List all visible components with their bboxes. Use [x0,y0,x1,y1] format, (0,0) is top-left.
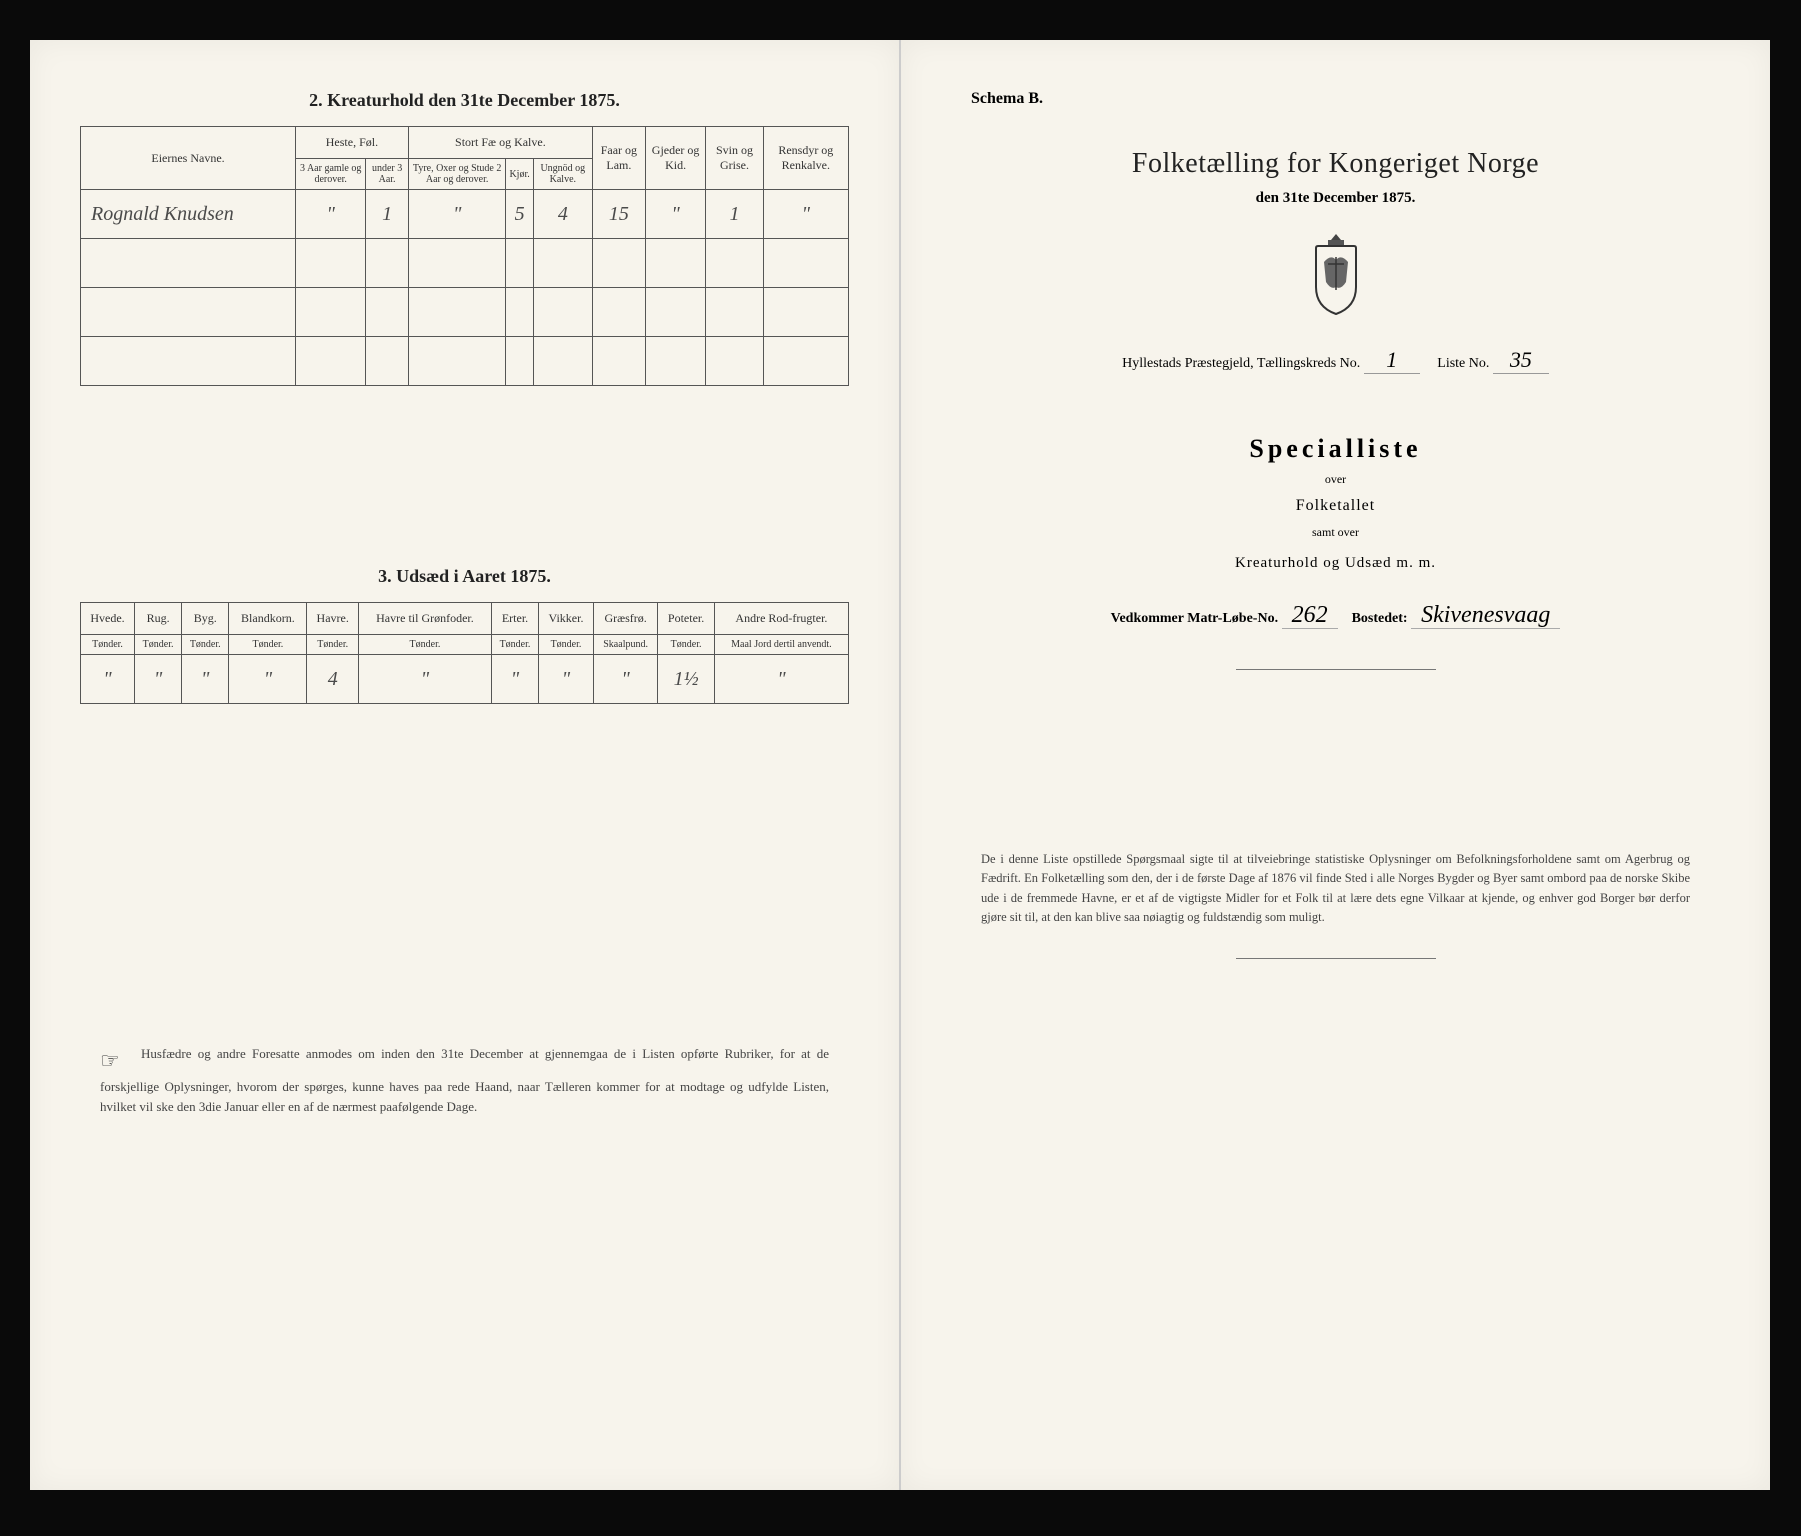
th-unit-grass: Skaalpund. [593,635,657,655]
left-footnote: ☞ Husfædre og andre Foresatte anmodes om… [80,1044,849,1116]
th-pig: Svin og Grise. [706,127,763,190]
liste-label: Liste No. [1437,356,1489,371]
livestock-table: Eiernes Navne. Heste, Føl. Stort Fæ og K… [80,126,849,386]
cell-grass: " [593,655,657,704]
bostedet-label: Bostedet: [1352,611,1408,626]
th-unit: Tønder. [135,635,182,655]
th-owner: Eiernes Navne. [81,127,296,190]
cell-wheat: " [81,655,135,704]
cell-barley: " [182,655,229,704]
coat-of-arms-icon [951,232,1720,322]
divider [1236,958,1436,959]
th-cattle-c: Ungnöd og Kalve. [533,159,592,190]
seed-table: Hvede. Rug. Byg. Blandkorn. Havre. Havre… [80,602,849,704]
section2-title: 2. Kreaturhold den 31te December 1875. [80,90,849,111]
cell-oats-fodder: " [358,655,491,704]
th-unit: Tønder. [229,635,307,655]
th-unit: Tønder. [658,635,715,655]
parish-mid: Præstegjeld, Tællingskreds No. [1185,356,1361,371]
cell-horse-b: 1 [366,190,409,239]
table-row [81,288,849,337]
cell-vetch: " [539,655,594,704]
th-reindeer: Rensdyr og Renkalve. [763,127,848,190]
right-page: Schema B. Folketælling for Kongeriget No… [900,40,1770,1490]
cell-pig: 1 [706,190,763,239]
th-potato: Poteter. [658,603,715,635]
th-rye: Rug. [135,603,182,635]
th-unit-other: Maal Jord dertil anvendt. [714,635,848,655]
th-oats: Havre. [307,603,359,635]
th-vetch: Vikker. [539,603,594,635]
th-unit: Tønder. [182,635,229,655]
th-unit: Tønder. [307,635,359,655]
vedkommer-line: Vedkommer Matr-Løbe-No. 262 Bostedet: Sk… [951,602,1720,629]
parish-line: Hyllestads Præstegjeld, Tællingskreds No… [951,347,1720,374]
cell-owner: Rognald Knudsen [81,190,296,239]
kreds-no: 1 [1364,347,1420,374]
footnote-text: Husfædre og andre Foresatte anmodes om i… [100,1046,829,1114]
over-label: over [951,472,1720,487]
section3-title: 3. Udsæd i Aaret 1875. [80,566,849,587]
th-mixed: Blandkorn. [229,603,307,635]
th-grass: Græsfrø. [593,603,657,635]
th-other: Andre Rod-frugter. [714,603,848,635]
samt-label: samt over [951,525,1720,540]
matr-no: 262 [1282,602,1338,629]
cell-mixed: " [229,655,307,704]
th-unit: Tønder. [491,635,538,655]
cell-cattle-a: " [408,190,506,239]
cell-oats: 4 [307,655,359,704]
kreatur-label: Kreaturhold og Udsæd m. m. [951,555,1720,572]
cell-potato: 1½ [658,655,715,704]
table-row: " " " " 4 " " " " 1½ " [81,655,849,704]
specialliste-title: Specialliste [951,434,1720,464]
th-peas: Erter. [491,603,538,635]
th-unit: Tønder. [81,635,135,655]
folketallet-label: Folketallet [951,497,1720,515]
cell-rye: " [135,655,182,704]
cell-cattle-b: 5 [506,190,533,239]
cell-cattle-c: 4 [533,190,592,239]
parish-prefix: Hyllestads [1122,356,1181,371]
th-horse-a: 3 Aar gamle og derover. [296,159,366,190]
cell-goat: " [645,190,705,239]
th-sheep: Faar og Lam. [592,127,645,190]
th-cattle-a: Tyre, Oxer og Stude 2 Aar og derover. [408,159,506,190]
main-title: Folketælling for Kongeriget Norge [951,148,1720,180]
cell-horse-a: " [296,190,366,239]
cell-sheep: 15 [592,190,645,239]
liste-no: 35 [1493,347,1549,374]
cell-reindeer: " [763,190,848,239]
bostedet-value: Skivenesvaag [1411,602,1560,629]
th-horse-b: under 3 Aar. [366,159,409,190]
th-wheat: Hvede. [81,603,135,635]
cell-peas: " [491,655,538,704]
th-unit: Tønder. [358,635,491,655]
th-oats-fodder: Havre til Grønfoder. [358,603,491,635]
table-row: Rognald Knudsen " 1 " 5 4 15 " 1 " [81,190,849,239]
pointing-hand-icon: ☞ [100,1044,120,1077]
left-page: 2. Kreaturhold den 31te December 1875. E… [30,40,900,1490]
right-footnote: De i denne Liste opstillede Spørgsmaal s… [951,850,1720,928]
table-row [81,239,849,288]
th-goat: Gjeder og Kid. [645,127,705,190]
th-cattle-group: Stort Fæ og Kalve. [408,127,592,159]
divider [1236,669,1436,670]
schema-label: Schema B. [971,90,1720,108]
table-row [81,337,849,386]
cell-other: " [714,655,848,704]
th-cattle-b: Kjør. [506,159,533,190]
th-horse-group: Heste, Føl. [296,127,409,159]
th-unit: Tønder. [539,635,594,655]
th-barley: Byg. [182,603,229,635]
vedkommer-label: Vedkommer Matr-Løbe-No. [1111,611,1278,626]
sub-title: den 31te December 1875. [951,190,1720,207]
